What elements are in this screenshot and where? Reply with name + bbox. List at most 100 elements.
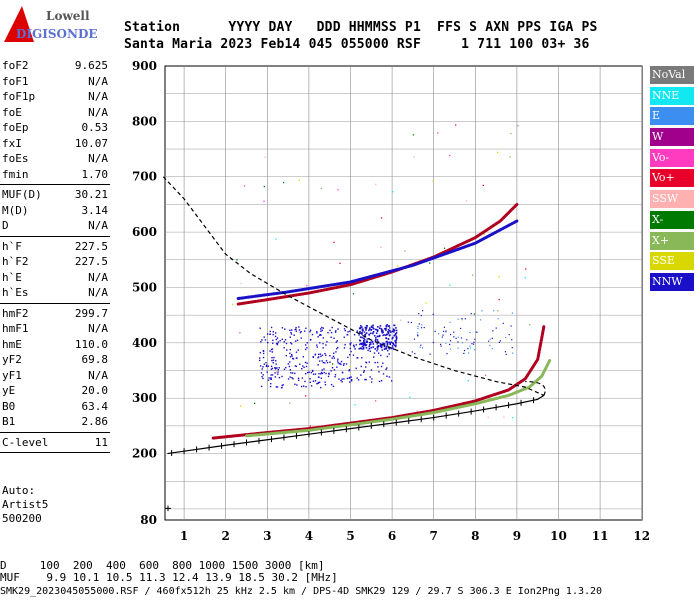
echo-point — [309, 330, 311, 333]
echo-point — [346, 377, 349, 380]
echo-point — [497, 310, 499, 312]
echo-point — [335, 341, 337, 343]
echo-point — [376, 348, 379, 350]
echo-point — [385, 334, 387, 337]
echo-point — [325, 354, 327, 357]
echo-point — [449, 333, 452, 336]
echo-point — [374, 361, 376, 364]
echo-point — [379, 345, 382, 348]
echo-point — [317, 353, 320, 356]
echo-point — [359, 336, 362, 338]
echo-point — [371, 340, 374, 343]
echo-point — [356, 330, 359, 332]
echo-point — [278, 367, 280, 369]
echo-point — [289, 369, 292, 371]
echo-point — [407, 321, 409, 323]
echo-point — [361, 331, 363, 334]
echo-point — [418, 313, 420, 315]
echo-point — [380, 328, 383, 330]
param-row: foEs N/A — [0, 151, 110, 167]
trace-voplus — [211, 324, 546, 440]
echo-point — [271, 351, 273, 353]
echo-point — [314, 354, 316, 356]
echo-point — [414, 352, 416, 355]
echo-point — [421, 347, 424, 349]
echo-point — [271, 367, 274, 370]
param-row: yF1 N/A — [0, 368, 110, 384]
echo-point — [383, 348, 386, 350]
echo-point — [300, 385, 303, 388]
param-value: 20.0 — [81, 384, 109, 397]
echo-point — [445, 331, 447, 333]
echo-point — [472, 343, 475, 345]
echo-point — [366, 340, 368, 342]
echo-point — [319, 353, 322, 355]
echo-point — [295, 365, 298, 368]
echo-point — [306, 371, 309, 374]
echo-point — [383, 334, 385, 336]
legend-item-xplus: X+ — [650, 231, 694, 250]
param-value: 11 — [94, 435, 108, 449]
echo-point — [365, 332, 368, 334]
echo-point — [310, 385, 313, 387]
echo-point — [381, 331, 384, 334]
echo-point — [379, 325, 382, 327]
echo-point — [362, 346, 365, 349]
echo-point — [264, 156, 266, 158]
echo-point — [304, 348, 307, 351]
echo-point — [378, 380, 381, 383]
echo-point — [386, 375, 388, 378]
echo-point — [455, 337, 457, 339]
echo-point — [330, 383, 333, 386]
echo-point — [300, 337, 302, 339]
echo-point — [334, 375, 336, 378]
echo-point — [331, 326, 333, 329]
echo-point — [386, 367, 388, 369]
echo-point — [282, 384, 284, 386]
echo-point — [270, 374, 272, 376]
echo-point — [395, 339, 398, 341]
echo-point — [457, 318, 459, 320]
echo-point — [390, 331, 392, 333]
electron-density-profile — [167, 394, 545, 455]
echo-point — [392, 342, 394, 344]
echo-point — [503, 416, 505, 418]
echo-point — [261, 368, 263, 370]
param-row: foEp 0.53 — [0, 120, 110, 136]
param-value: N/A — [88, 322, 108, 335]
echo-point — [288, 365, 291, 368]
echo-point — [291, 372, 294, 374]
echo-point — [511, 416, 514, 419]
echo-point — [372, 332, 374, 335]
echo-point — [354, 404, 356, 406]
x-tick-label: 11 — [592, 529, 609, 543]
echo-point — [382, 373, 385, 375]
echo-point — [387, 331, 389, 333]
echo-point — [371, 378, 373, 380]
echo-point — [333, 241, 335, 244]
param-row: h`F2 227.5 — [0, 254, 110, 270]
header-labels: Station YYYY DAY DDD HHMMSS P1 FFS S AXN… — [124, 20, 598, 35]
echo-point — [409, 396, 411, 399]
echo-point — [289, 329, 291, 331]
echo-point — [325, 372, 327, 375]
echo-point — [318, 381, 321, 384]
plot-frame — [164, 65, 643, 521]
echo-point — [370, 329, 372, 331]
echo-point — [385, 333, 388, 335]
echo-point — [461, 317, 463, 320]
echo-point — [392, 343, 395, 346]
echo-point — [276, 337, 279, 339]
echo-point — [412, 134, 415, 136]
param-value: 69.8 — [81, 353, 109, 366]
echo-point — [483, 233, 485, 235]
echo-point — [438, 332, 440, 335]
echo-point — [309, 339, 312, 341]
echo-point — [293, 334, 295, 336]
param-name: h`F — [2, 239, 22, 253]
echo-point — [263, 200, 265, 202]
param-value: 30.21 — [74, 188, 108, 201]
echo-point — [393, 324, 396, 327]
echo-point — [349, 376, 351, 379]
echo-point — [365, 329, 367, 331]
